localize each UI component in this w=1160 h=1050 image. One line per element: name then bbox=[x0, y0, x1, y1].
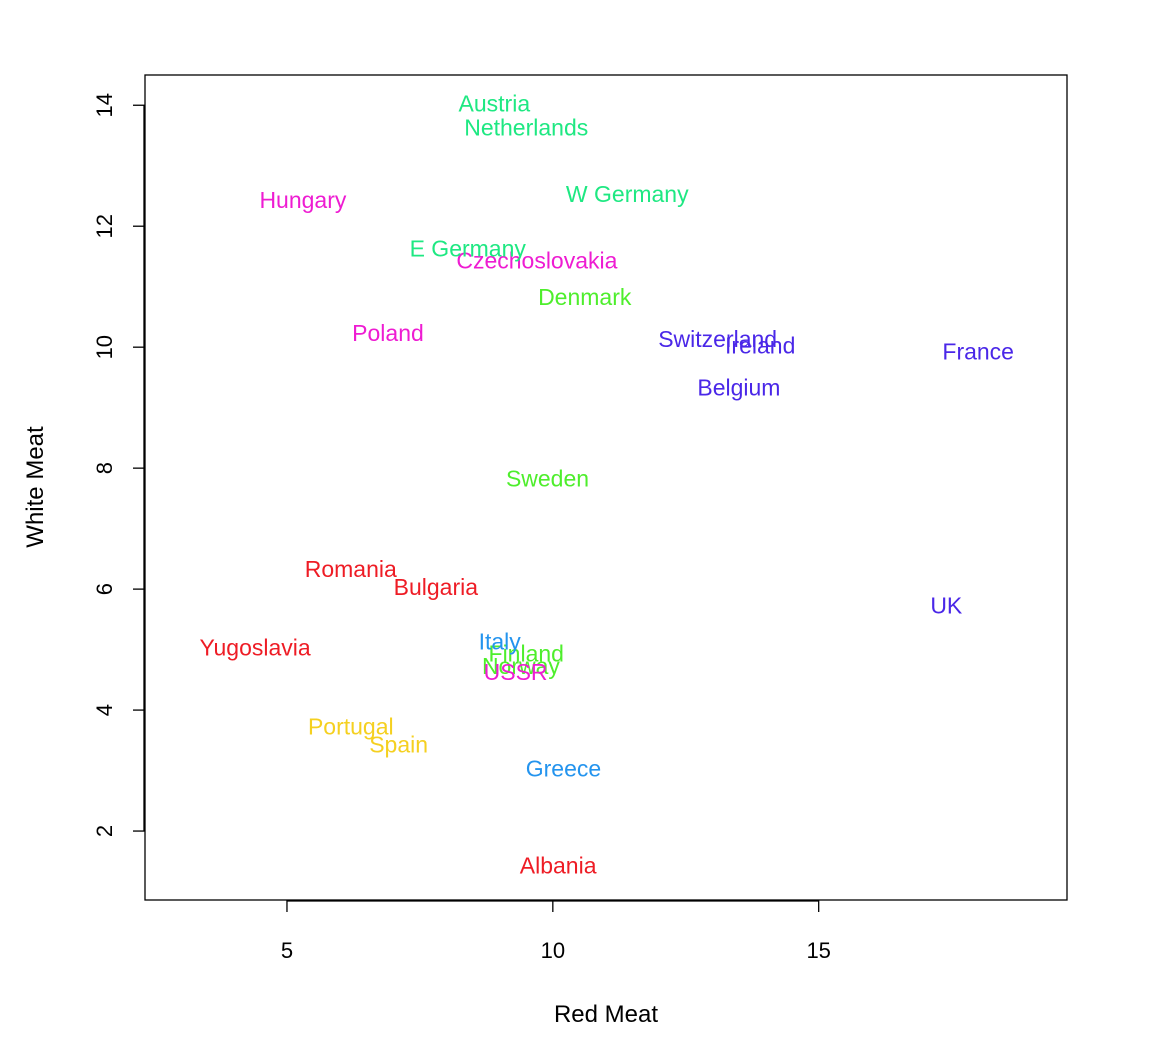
point-label-sweden: Sweden bbox=[506, 465, 589, 491]
point-label-belgium: Belgium bbox=[697, 375, 780, 401]
x-tick-label: 15 bbox=[806, 938, 830, 963]
y-tick-label: 2 bbox=[92, 825, 117, 837]
y-tick-label: 8 bbox=[92, 462, 117, 474]
point-labels: Albania Austria Belgium Bulgaria Czechoslova… bbox=[199, 90, 1014, 878]
point-label-hungary: Hungary bbox=[259, 187, 346, 213]
point-label-ireland: Ireland bbox=[725, 332, 795, 358]
x-axis-title: Red Meat bbox=[554, 1001, 658, 1028]
point-label-albania: Albania bbox=[520, 852, 597, 878]
point-label-netherlands: Netherlands bbox=[464, 115, 588, 141]
point-label-poland: Poland bbox=[352, 320, 424, 346]
x-axis: 5 10 15 bbox=[281, 900, 831, 963]
point-label-e-germany: E Germany bbox=[410, 235, 527, 261]
point-label-yugoslavia: Yugoslavia bbox=[199, 635, 310, 661]
point-label-ussr: USSR bbox=[484, 659, 548, 685]
y-tick-label: 12 bbox=[92, 214, 117, 238]
point-label-czechoslovakia: Czechoslovakia bbox=[456, 248, 617, 274]
point-label-spain: Spain bbox=[369, 731, 428, 757]
point-label-w-germany: W Germany bbox=[566, 181, 689, 207]
point-label-portugal: Portugal bbox=[308, 713, 394, 739]
y-axis: 2 4 6 8 10 12 14 bbox=[92, 93, 145, 837]
point-label-norway: Norway bbox=[482, 653, 560, 679]
point-label-italy: Italy bbox=[479, 629, 522, 655]
point-label-romania: Romania bbox=[305, 556, 397, 582]
point-label-bulgaria: Bulgaria bbox=[394, 574, 479, 600]
plot-frame bbox=[144, 74, 1068, 901]
y-tick-label: 14 bbox=[92, 93, 117, 117]
point-label-greece: Greece bbox=[526, 756, 601, 782]
y-tick-label: 10 bbox=[92, 335, 117, 359]
point-label-switzerland: Switzerland bbox=[658, 326, 777, 352]
point-label-austria: Austria bbox=[459, 90, 531, 116]
point-label-finland: Finland bbox=[489, 641, 564, 667]
point-label-denmark: Denmark bbox=[538, 284, 632, 310]
x-tick-label: 5 bbox=[281, 938, 293, 963]
point-label-uk: UK bbox=[930, 592, 963, 618]
y-tick-label: 4 bbox=[92, 704, 117, 716]
x-tick-label: 10 bbox=[541, 938, 565, 963]
y-tick-label: 6 bbox=[92, 583, 117, 595]
y-axis-title: White Meat bbox=[22, 426, 49, 548]
point-label-france: France bbox=[942, 338, 1014, 364]
